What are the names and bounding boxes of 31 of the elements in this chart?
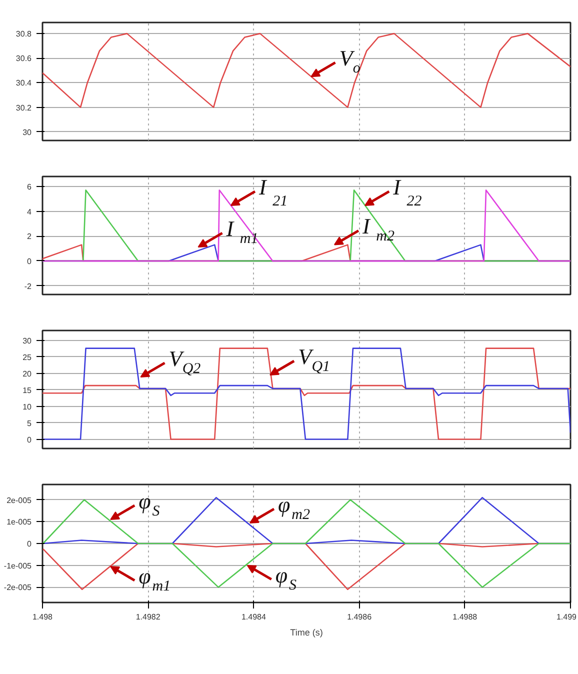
y-tick-label: 30.8 [16,30,32,39]
y-tick-label: 30 [22,336,32,346]
y-tick-label: 4 [27,207,32,216]
x-tick-label: 1.4988 [452,612,478,622]
y-tick-label: 0 [27,256,32,266]
y-tick-label: 6 [27,182,32,192]
y-tick-label: 30.6 [16,54,32,64]
x-axis-title: Time (s) [290,628,323,638]
x-tick-label: 1.498 [32,612,54,622]
y-tick-label: 30 [22,128,32,137]
x-tick-label: 1.4982 [136,612,161,622]
y-tick-label: -1e-005 [4,561,32,570]
y-tick-label: 25 [22,352,32,362]
x-tick-label: 1.4984 [241,612,266,622]
y-tick-label: 20 [22,369,32,378]
y-tick-label: 30.4 [16,78,32,88]
annotation: I22 [392,174,422,210]
y-tick-label: 1e-005 [6,518,32,527]
y-tick-label: 10 [22,402,32,412]
y-tick-label: 0 [27,435,32,444]
y-tick-label: 2e-005 [6,496,32,505]
x-tick-label: 1.4986 [347,612,372,622]
annotation: I21 [258,174,288,210]
x-tick-label: 1.499 [556,612,578,622]
y-tick-label: -2 [24,282,32,291]
y-tick-label: 30.2 [16,103,32,112]
y-tick-label: 5 [27,418,32,428]
y-tick-label: 0 [27,540,32,548]
y-tick-label: -2e-005 [4,583,32,592]
y-tick-label: 2 [27,232,32,242]
y-tick-label: 15 [22,386,32,395]
